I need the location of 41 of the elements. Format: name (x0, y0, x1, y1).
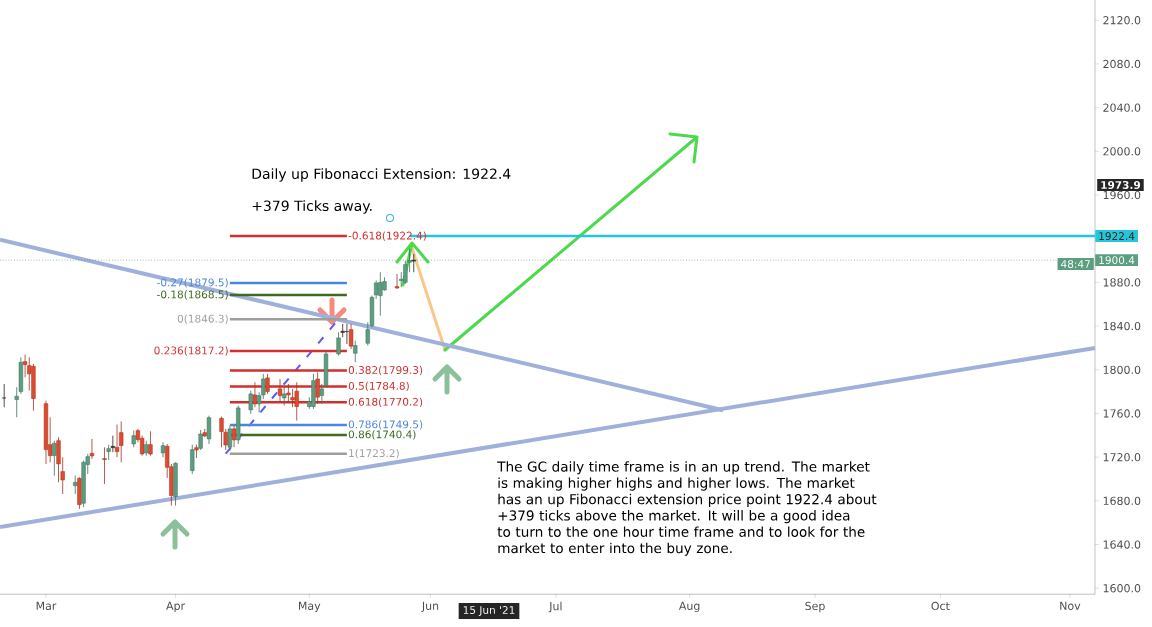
series-label: 1(1723.2) (349, 448, 399, 459)
y-tick-label: 1960.0 (1103, 190, 1141, 200)
series-label: -0.18(1868.5) (157, 290, 228, 300)
y-tick-label: 1840.0 (1103, 321, 1141, 331)
y-tick-label: 2120.0 (1103, 16, 1141, 25)
y-tick-label: 1880.0 (1103, 278, 1141, 287)
series-label: 1922.4 (1099, 232, 1135, 241)
annotation: 48:47 (1061, 260, 1090, 268)
series-label: 0(1846.3) (177, 314, 228, 324)
series-label: 0.618(1770.2) (348, 397, 423, 407)
annotation: +379 Ticks away. (252, 200, 372, 214)
x-tick-label: Apr (166, 601, 186, 613)
y-tick-label: 2080.0 (1103, 59, 1141, 69)
x-tick-label: Nov (1060, 601, 1081, 610)
x-tick-label: Aug (678, 601, 700, 613)
x-tick-label: Sep (805, 601, 825, 613)
y-tick-label: 2000.0 (1103, 147, 1141, 156)
y-tick-label: 1680.0 (1103, 496, 1141, 506)
y-tick-label: 1600.0 (1103, 584, 1141, 593)
x-tick-label: Jul (548, 601, 562, 613)
series-label: -0.27(1879.5) (157, 278, 228, 288)
series-label: 0.236(1817.2) (154, 346, 228, 356)
series-label: 0.786(1749.5) (348, 420, 423, 430)
series-label: -0.618(1922.4) (348, 231, 426, 241)
x-tick-label: Mar (36, 601, 57, 610)
y-tick-label: 1640.0 (1103, 540, 1141, 549)
x-tick-label: Jun (421, 601, 439, 612)
y-tick-label: 2040.0 (1103, 103, 1141, 112)
annotation: Daily up Fibonacci Extension: 1922.4 (252, 168, 511, 182)
series-label: 0.5(1784.8) (348, 381, 409, 392)
series-label: 0.382(1799.3) (348, 365, 423, 376)
annotation: The GC daily time frame is in an up trend. The market is making higher highs and higher lows. The market has an up Fibonacci extension price point 1922.4 about +379 ticks above the market. It will be a good idea to turn to the one hour time frame and to look for the market to enter into the buy zone. (497, 461, 877, 556)
y-tick-label: 1800.0 (1103, 365, 1141, 374)
y-tick-label: 1720.0 (1103, 453, 1141, 462)
x-tick-label: Oct (931, 601, 950, 611)
y-tick-label: 1760.0 (1103, 409, 1141, 418)
series-label: 0.86(1740.4) (348, 430, 416, 440)
x-tick-label: May (298, 601, 321, 613)
ref-line-label: 1900.4 (1099, 256, 1135, 265)
text: 15 Jun '21 (463, 606, 515, 616)
text: 1973.9 (1101, 181, 1141, 189)
